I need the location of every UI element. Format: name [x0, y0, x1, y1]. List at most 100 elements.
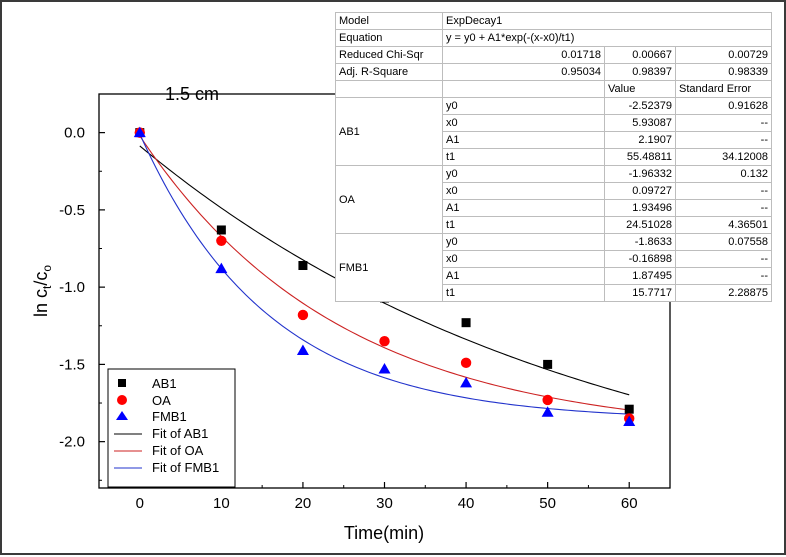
x-tick-label: 10	[213, 495, 230, 512]
x-axis: 0 10 20 30 40 50 60	[136, 482, 638, 512]
value-cell: -0.16898	[604, 250, 676, 268]
value-cell: 1.87495	[604, 267, 676, 285]
y-axis: 0.0 -0.5 -1.0 -1.5 -2.0	[59, 125, 105, 481]
table-row: FMB1 y0 -1.8633 0.07558	[335, 233, 772, 302]
model-value-cell: ExpDecay1	[442, 12, 772, 30]
table-row: x0 0.09727 --	[336, 182, 772, 200]
marker-square	[543, 359, 553, 369]
equation-value-cell: y = y0 + A1*exp(-(x-x0)/t1)	[442, 29, 772, 47]
value-cell: 55.48811	[604, 148, 676, 166]
legend-box	[107, 368, 236, 488]
legend-marker-ab1	[118, 379, 126, 387]
table-row: A1 1.87495 --	[336, 267, 772, 285]
legend-marker-oa	[117, 395, 127, 405]
x-axis-title: Time(min)	[344, 523, 424, 543]
y-tick-label: -0.5	[59, 202, 85, 219]
param-cell: x0	[442, 250, 605, 268]
r2-value-cell: 0.98339	[675, 63, 772, 81]
error-cell: 0.132	[675, 165, 772, 183]
param-cell: x0	[442, 182, 605, 200]
table-row: x0 -0.16898 --	[336, 250, 772, 268]
error-header-cell: Standard Error	[675, 80, 772, 98]
error-cell: --	[675, 114, 772, 132]
data-markers	[133, 126, 636, 427]
marker-triangle	[133, 126, 146, 138]
error-cell: --	[675, 182, 772, 200]
value-cell: 15.7717	[604, 284, 676, 302]
param-cell: y0	[442, 165, 605, 183]
param-cell: t1	[442, 284, 605, 302]
value-cell: 24.51028	[604, 216, 676, 234]
marker-triangle	[215, 262, 228, 274]
table-row: AB1 y0 -2.52379 0.91628	[335, 97, 772, 166]
table-row: t1 15.7717 2.28875	[336, 284, 772, 302]
param-cell: t1	[442, 216, 605, 234]
group-name-cell: AB1	[335, 97, 443, 166]
marker-triangle	[623, 415, 636, 427]
chi-value-cell: 0.00667	[604, 46, 676, 64]
y-axis-title-sub-t: t	[40, 285, 54, 289]
y-tick-label: -2.0	[59, 434, 85, 451]
chi-value-cell: 0.01718	[442, 46, 605, 64]
legend-marker-fmb1	[116, 411, 128, 420]
param-cell: t1	[442, 148, 605, 166]
x-tick-label: 60	[621, 495, 638, 512]
group-name-cell: FMB1	[335, 233, 443, 302]
value-cell: 0.09727	[604, 182, 676, 200]
y-axis-title-mid: /c	[31, 272, 51, 286]
error-cell: 4.36501	[675, 216, 772, 234]
y-tick-label: -1.5	[59, 356, 85, 373]
param-cell: y0	[442, 97, 605, 115]
marker-circle	[379, 336, 390, 347]
y-axis-title: ln ct/co	[31, 265, 54, 317]
table-row: OA y0 -1.96332 0.132	[335, 165, 772, 234]
x-tick-label: 30	[376, 495, 393, 512]
y-tick-label: -1.0	[59, 279, 85, 296]
x-tick-label: 50	[539, 495, 556, 512]
marker-square	[461, 318, 471, 328]
param-cell: x0	[442, 114, 605, 132]
chi-value-cell: 0.00729	[675, 46, 772, 64]
legend-label-fit-fmb1: Fit of FMB1	[152, 460, 219, 475]
table-row: A1 2.1907 --	[336, 131, 772, 149]
legend-label-fit-ab1: Fit of AB1	[152, 426, 208, 441]
y-axis-title-sub-o: o	[40, 265, 54, 272]
legend-label-ab1: AB1	[152, 376, 177, 391]
param-cell: A1	[442, 199, 605, 217]
table-row: Equation y = y0 + A1*exp(-(x-x0)/t1)	[335, 29, 772, 47]
param-cell: A1	[442, 131, 605, 149]
value-cell: -2.52379	[604, 97, 676, 115]
value-cell: -1.8633	[604, 233, 676, 251]
fit-line	[139, 145, 630, 396]
table-row: t1 24.51028 4.36501	[336, 216, 772, 234]
marker-triangle	[460, 376, 473, 388]
annotation-label: 1.5 cm	[165, 84, 219, 104]
error-cell: --	[675, 199, 772, 217]
value-header-cell: Value	[604, 80, 676, 98]
error-cell: 0.91628	[675, 97, 772, 115]
marker-square	[216, 225, 226, 235]
marker-circle	[216, 235, 227, 246]
table-row: Reduced Chi-Sqr 0.01718 0.00667 0.00729	[335, 46, 772, 64]
marker-triangle	[378, 363, 391, 374]
param-cell: y0	[442, 233, 605, 251]
marker-circle	[542, 394, 553, 406]
r2-value-cell: 0.95034	[442, 63, 605, 81]
marker-circle	[297, 309, 309, 321]
marker-square	[624, 404, 634, 414]
value-cell: -1.96332	[604, 165, 676, 183]
group-name-cell: OA	[335, 165, 443, 234]
error-cell: --	[675, 267, 772, 285]
error-cell: --	[675, 250, 772, 268]
legend-label-fmb1: FMB1	[152, 409, 187, 424]
empty-cell	[442, 80, 605, 98]
legend-label-fit-oa: Fit of OA	[152, 443, 204, 458]
legend-label-oa: OA	[152, 393, 171, 408]
y-axis-title-main: ln c	[31, 289, 51, 317]
marker-triangle	[541, 406, 554, 417]
legend: AB1 OA FMB1 Fit of AB1 Fit of OA Fit of …	[107, 368, 236, 488]
marker-square	[298, 261, 308, 271]
marker-circle	[460, 357, 472, 369]
y-tick-label: 0.0	[64, 125, 85, 142]
